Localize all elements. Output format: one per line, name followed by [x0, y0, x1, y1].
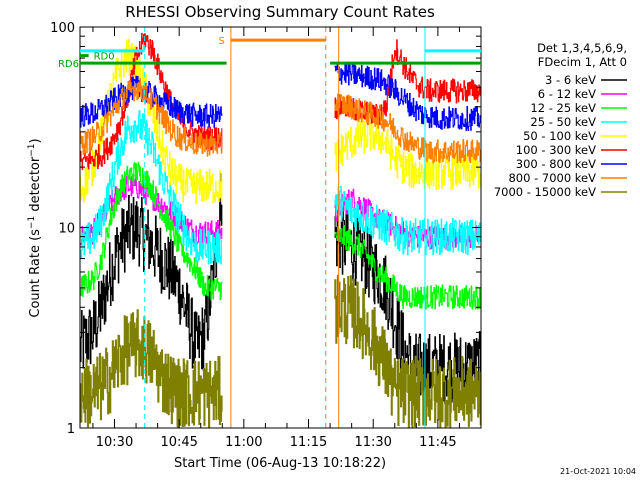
series-line-8 [80, 77, 481, 164]
legend-header-line-1: Det 1,3,4,5,6,9, [537, 41, 627, 55]
x-tick-label: 11:00 [225, 435, 262, 450]
flag-label-rd6: RD6 [58, 59, 79, 70]
y-tick-label: 10 [58, 222, 75, 237]
x-tick-label: 11:30 [354, 435, 391, 450]
legend-entry-label: 7000 - 15000 keV [494, 185, 596, 199]
x-axis-ticks: 10:30 10:45 11:00 11:15 11:30 11:45 [92, 27, 482, 450]
chart-title: RHESSI Observing Summary Count Rates [125, 3, 435, 21]
y-axis-label-exponent: −1 [27, 143, 37, 156]
y-axis-label: Count Rate (s−1 detector−1) [27, 138, 43, 317]
y-axis-label-part: detector [28, 156, 43, 216]
x-tick-label: 10:30 [96, 435, 133, 450]
legend-entry-label: 3 - 6 keV [545, 73, 596, 87]
legend-entry-label: 25 - 50 keV [530, 115, 596, 129]
legend-entry-label: 12 - 25 keV [530, 101, 596, 115]
y-tick-label: 100 [50, 21, 75, 36]
flag-label-s: S [219, 36, 225, 47]
y-tick-label: 1 [67, 422, 75, 437]
legend-entry-label: 800 - 7000 keV [508, 171, 596, 185]
y-axis-ticks: 1 10 100 [50, 21, 481, 437]
timestamp: 21-Oct-2021 10:04 [560, 467, 636, 476]
legend-entry-label: 6 - 12 keV [538, 87, 596, 101]
series-line-3 [80, 161, 481, 310]
flag-label-rd0: RD0 [94, 52, 115, 63]
x-tick-label: 11:45 [419, 435, 456, 450]
series-line-9 [80, 274, 481, 428]
legend-header-line-2: FDecim 1, Att 0 [538, 55, 627, 69]
legend: Det 1,3,4,5,6,9, FDecim 1, Att 0 3 - 6 k… [494, 41, 627, 199]
x-axis-label: Start Time (06-Aug-13 10:18:22) [174, 456, 386, 471]
y-axis-label-exponent: −1 [27, 216, 37, 229]
y-axis-label-part: Count Rate (s [28, 229, 43, 318]
series-line-4 [80, 110, 481, 265]
legend-entry-label: 100 - 300 keV [516, 143, 596, 157]
x-tick-label: 10:45 [160, 435, 197, 450]
legend-entry-label: 50 - 100 keV [523, 129, 596, 143]
y-axis-label-part: ) [28, 138, 43, 143]
x-tick-label: 11:15 [290, 435, 327, 450]
legend-entry-label: 300 - 800 keV [516, 157, 596, 171]
